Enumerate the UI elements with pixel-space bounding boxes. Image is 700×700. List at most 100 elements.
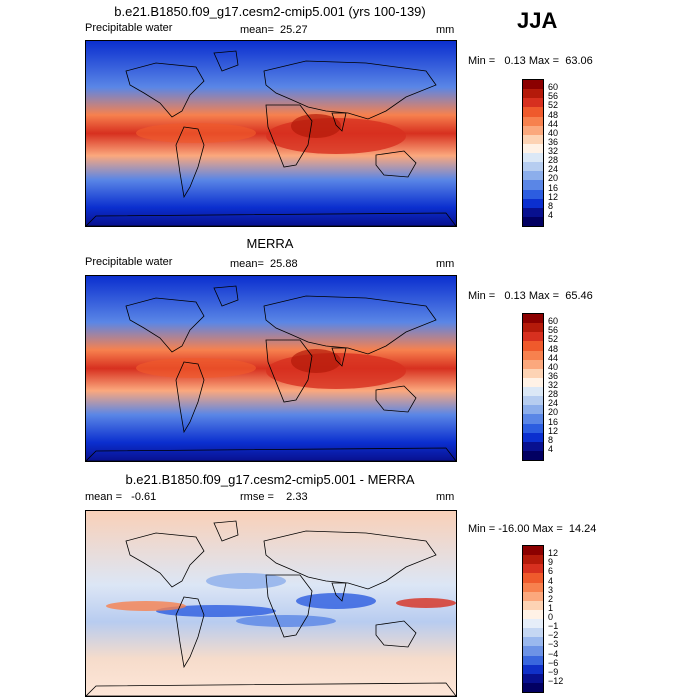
panel3-colorbar-tick-label: −1	[548, 621, 559, 632]
panel1-colorbar-tick-label: 40	[548, 127, 559, 138]
panel2-colorbar-swatch	[523, 387, 543, 397]
panel3-coastline	[375, 620, 417, 648]
panel1-coastline	[331, 112, 347, 132]
panel3-coastline	[213, 520, 239, 542]
panel2-variable-label: Precipitable water	[85, 256, 173, 268]
panel3-title: b.e21.B1850.f09_g17.cesm2-cmip5.001 - ME…	[125, 472, 415, 487]
panel3-coastline	[265, 574, 313, 638]
panel3-colorbar-swatch	[523, 591, 543, 601]
panel3-colorbar-tick-label: 0	[548, 612, 554, 622]
panel1-coastline	[375, 150, 417, 178]
panel1-title: b.e21.B1850.f09_g17.cesm2-cmip5.001 (yrs…	[114, 4, 426, 19]
panel2-colorbar	[522, 313, 544, 461]
panel2-colorbar-swatch	[523, 350, 543, 360]
panel2-colorbar-tick-label: 52	[548, 334, 559, 345]
panel1-colorbar-swatch	[523, 134, 543, 144]
panel3-colorbar-tick-label: 9	[548, 557, 554, 568]
panel2-colorbar-tick-label: 24	[548, 398, 559, 409]
panel3-colorbar-swatch	[523, 582, 543, 592]
panel2-colorbar-swatch	[523, 405, 543, 415]
panel1-colorbar-tick-label: 12	[548, 191, 559, 202]
panel3-colorbar-swatch	[523, 682, 543, 692]
panel3-colorbar-swatch	[523, 673, 543, 683]
panel3-colorbar-swatch	[523, 637, 543, 647]
panel2-coastline	[125, 297, 205, 353]
panel1-colorbar-swatch	[523, 198, 543, 208]
panel1-colorbar-swatch	[523, 153, 543, 163]
panel1-variable-label: Precipitable water	[85, 22, 173, 34]
panel2-colorbar-swatch	[523, 332, 543, 342]
panel3-colorbar-tick-label: −6	[548, 657, 559, 668]
panel3-map	[85, 510, 457, 697]
panel1-colorbar-swatch	[523, 116, 543, 126]
panel2-colorbar-tick-label: 44	[548, 352, 559, 363]
panel1-colorbar-swatch	[523, 162, 543, 172]
panel3-coastline	[86, 682, 456, 696]
panel2-colorbar-tick-label: 48	[548, 343, 559, 354]
panel2-colorbar-tick-label: 40	[548, 361, 559, 372]
panel1-colorbar-tick-label: 60	[548, 82, 559, 93]
panel1-coastline	[175, 126, 205, 199]
panel3-colorbar-tick-label: −2	[548, 630, 559, 641]
panel3-colorbar-tick-label: −4	[548, 648, 559, 659]
panel3-colorbar-tick-label: 2	[548, 593, 554, 604]
panel2-colorbar-tick-label: 16	[548, 416, 559, 427]
panel1-mean: mean= 25.27	[240, 24, 308, 36]
panel1-colorbar-swatch	[523, 180, 543, 190]
panel1-field	[86, 41, 456, 226]
panel2-colorbar-tick-label: 12	[548, 425, 559, 436]
panel3-coastline	[175, 596, 205, 669]
panel1-colorbar-swatch	[523, 216, 543, 226]
panel3-colorbar-swatch	[523, 664, 543, 674]
panel1-colorbar-swatch	[523, 125, 543, 135]
panel3-colorbar-tick-label: −9	[548, 666, 559, 677]
panel1-colorbar-tick-label: 32	[548, 146, 559, 156]
panel2-coastline	[175, 361, 205, 434]
panel3-colorbar-tick-label: 4	[548, 575, 554, 586]
panel3-colorbar-tick-label: −3	[548, 639, 559, 650]
panel1-coastline	[213, 50, 239, 72]
panel3-coastline	[263, 530, 437, 590]
panel2-coastline	[375, 385, 417, 413]
panel2-colorbar-swatch	[523, 368, 543, 378]
panel3-colorbar-tick-label: 3	[548, 584, 554, 595]
panel1-colorbar-swatch	[523, 89, 543, 99]
panel2-coastline	[86, 447, 456, 461]
panel2-colorbar-swatch	[523, 323, 543, 333]
panel2-mean: mean= 25.88	[230, 258, 298, 270]
panel1-map	[85, 40, 457, 227]
panel1-colorbar	[522, 79, 544, 227]
panel2-title: MERRA	[246, 236, 294, 251]
panel2-colorbar-swatch	[523, 314, 543, 324]
panel1-colorbar-tick-label: 20	[548, 173, 559, 184]
panel3-colorbar-swatch	[523, 564, 543, 574]
panel3-units: mm	[436, 491, 455, 503]
panel1-colorbar-swatch	[523, 80, 543, 90]
panel1-colorbar-tick-label: 24	[548, 164, 559, 175]
panel1-colorbar-swatch	[523, 143, 543, 153]
panel2-colorbar-swatch	[523, 377, 543, 387]
panel3-colorbar-swatch	[523, 628, 543, 638]
panel3-colorbar-swatch	[523, 600, 543, 610]
panel2-coastline	[263, 295, 437, 355]
panel3-coastline	[331, 582, 347, 602]
panel3-field	[86, 511, 456, 696]
panel3-colorbar-swatch	[523, 555, 543, 565]
panel3-colorbar-tick-label: 1	[548, 602, 554, 613]
panel3-colorbar-tick-label: 6	[548, 566, 554, 577]
panel3-colorbar-swatch	[523, 655, 543, 665]
panel3-coastline	[125, 532, 205, 588]
panel1-colorbar-tick-label: 56	[548, 91, 559, 102]
season-label: JJA	[517, 8, 558, 33]
panel1-colorbar-tick-label: 52	[548, 100, 559, 111]
panel3-colorbar-swatch	[523, 646, 543, 656]
panel2-colorbar-tick-label: 60	[548, 316, 559, 327]
panel2-colorbar-swatch	[523, 414, 543, 424]
panel2-map	[85, 275, 457, 462]
panel1-colorbar-swatch	[523, 107, 543, 117]
panel2-coastline	[331, 347, 347, 367]
panel3-colorbar-swatch	[523, 609, 543, 619]
panel3-colorbar-tick-label: 12	[548, 548, 559, 559]
panel2-field	[86, 276, 456, 461]
panel1-colorbar-tick-label: 48	[548, 109, 559, 120]
